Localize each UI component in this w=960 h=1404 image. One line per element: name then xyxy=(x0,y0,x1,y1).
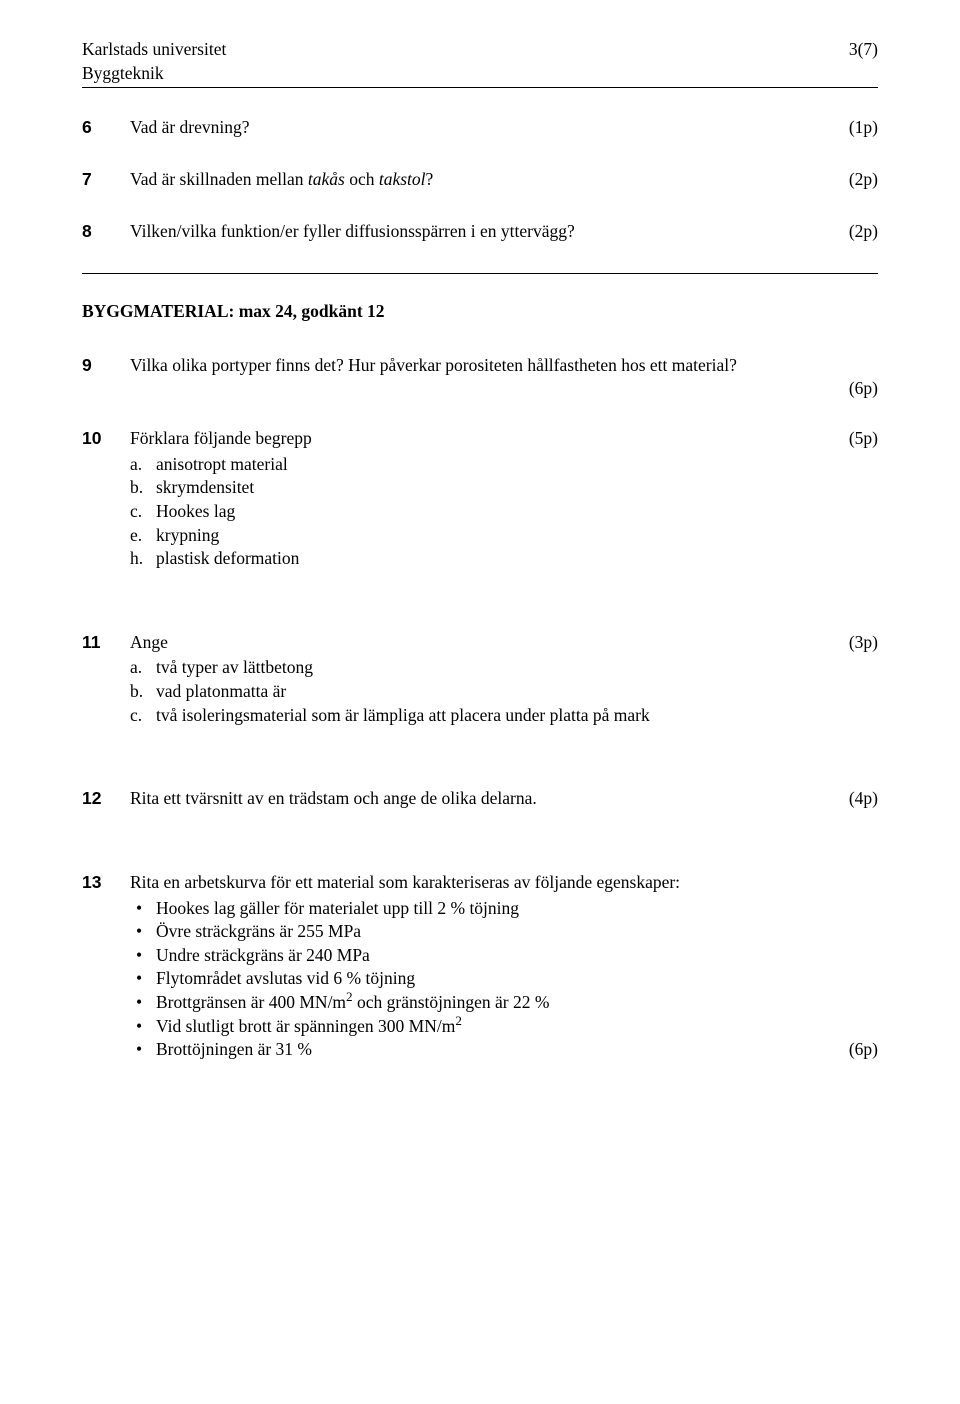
question-points: (5p) xyxy=(849,427,878,451)
question-text: Vilken/vilka funktion/er fyller diffusio… xyxy=(130,220,849,244)
list-item: b.skrymdensitet xyxy=(130,476,878,500)
list-item: •Vid slutligt brott är spänningen 300 MN… xyxy=(130,1015,878,1039)
item-text: skrymdensitet xyxy=(156,476,254,500)
list-item: •Hookes lag gäller för materialet upp ti… xyxy=(130,897,878,921)
question-points: (2p) xyxy=(849,220,878,244)
question-6: 6 Vad är drevning? (1p) xyxy=(82,116,878,140)
question-points: (1p) xyxy=(849,116,878,140)
question-7: 7 Vad är skillnaden mellan takås och tak… xyxy=(82,168,878,192)
header-left: Karlstads universitet Byggteknik xyxy=(82,38,226,85)
question-text: Vad är skillnaden mellan takås och takst… xyxy=(130,168,849,192)
page-indicator: 3(7) xyxy=(849,38,878,62)
question-number: 13 xyxy=(82,871,130,895)
question-number: 6 xyxy=(82,116,130,140)
item-text: krypning xyxy=(156,524,219,548)
item-letter: b. xyxy=(130,476,156,500)
list-item: • Brottöjningen är 31 % (6p) xyxy=(130,1038,878,1062)
header-divider xyxy=(82,87,878,88)
item-text: Brottgränsen är 400 MN/m2 och gränstöjni… xyxy=(156,991,549,1015)
bullet-icon: • xyxy=(130,1038,156,1062)
item-text: Brottöjningen är 31 % xyxy=(156,1038,312,1062)
list-item: a.två typer av lättbetong xyxy=(130,656,878,680)
item-letter: b. xyxy=(130,680,156,704)
item-text: Hookes lag gäller för materialet upp til… xyxy=(156,897,519,921)
item-text: Flytområdet avslutas vid 6 % töjning xyxy=(156,967,415,991)
list-item: h.plastisk deformation xyxy=(130,547,878,571)
item-letter: a. xyxy=(130,656,156,680)
question-number: 7 xyxy=(82,168,130,192)
question-points: (2p) xyxy=(849,168,878,192)
bullet-icon: • xyxy=(130,967,156,991)
question-10: 10 Förklara följande begrepp (5p) a.anis… xyxy=(82,427,878,571)
item-text: Vid slutligt brott är spänningen 300 MN/… xyxy=(156,1015,462,1039)
bullet-icon: • xyxy=(130,944,156,968)
list-item: •Övre sträckgräns är 255 MPa xyxy=(130,920,878,944)
item-letter: c. xyxy=(130,500,156,524)
question-number: 12 xyxy=(82,787,130,811)
section-heading: BYGGMATERIAL: max 24, godkänt 12 xyxy=(82,300,878,324)
item-text: Övre sträckgräns är 255 MPa xyxy=(156,920,361,944)
item-letter: c. xyxy=(130,704,156,728)
item-letter: e. xyxy=(130,524,156,548)
item-text: vad platonmatta är xyxy=(156,680,286,704)
question-13: 13 Rita en arbetskurva för ett material … xyxy=(82,871,878,1062)
question-lead: Ange xyxy=(130,631,849,655)
page-header: Karlstads universitet Byggteknik 3(7) xyxy=(82,38,878,85)
institution-name: Karlstads universitet xyxy=(82,38,226,62)
question-number: 10 xyxy=(82,427,130,451)
list-item: a.anisotropt material xyxy=(130,453,878,477)
question-lead: Rita en arbetskurva för ett material som… xyxy=(130,871,878,895)
item-text: Undre sträckgräns är 240 MPa xyxy=(156,944,370,968)
sub-list: a.anisotropt material b.skrymdensitet c.… xyxy=(130,453,878,571)
list-item: •Flytområdet avslutas vid 6 % töjning xyxy=(130,967,878,991)
list-item: e.krypning xyxy=(130,524,878,548)
list-item: c.två isoleringsmaterial som är lämpliga… xyxy=(130,704,878,728)
question-number: 8 xyxy=(82,220,130,244)
question-text: Vilka olika portyper finns det? Hur påve… xyxy=(130,354,878,378)
bullet-icon: • xyxy=(130,897,156,921)
question-points: (6p) xyxy=(130,377,878,401)
question-8: 8 Vilken/vilka funktion/er fyller diffus… xyxy=(82,220,878,244)
bullet-icon: • xyxy=(130,991,156,1015)
question-number: 11 xyxy=(82,631,130,655)
question-points: (4p) xyxy=(849,787,878,811)
text-fragment: ? xyxy=(426,169,434,189)
item-text: plastisk deformation xyxy=(156,547,299,571)
item-text: anisotropt material xyxy=(156,453,288,477)
text-fragment: Vad är skillnaden mellan xyxy=(130,169,308,189)
question-text: Rita ett tvärsnitt av en trädstam och an… xyxy=(130,787,849,811)
italic-term: takstol xyxy=(379,169,426,189)
item-text: Hookes lag xyxy=(156,500,235,524)
question-12: 12 Rita ett tvärsnitt av en trädstam och… xyxy=(82,787,878,811)
section-divider xyxy=(82,273,878,274)
list-item: •Brottgränsen är 400 MN/m2 och gränstöjn… xyxy=(130,991,878,1015)
question-11: 11 Ange (3p) a.två typer av lättbetong b… xyxy=(82,631,878,728)
list-item: b.vad platonmatta är xyxy=(130,680,878,704)
question-lead: Förklara följande begrepp xyxy=(130,427,849,451)
question-number: 9 xyxy=(82,354,130,378)
sub-list: a.två typer av lättbetong b.vad platonma… xyxy=(130,656,878,727)
item-letter: h. xyxy=(130,547,156,571)
list-item: c.Hookes lag xyxy=(130,500,878,524)
item-text: två typer av lättbetong xyxy=(156,656,313,680)
exam-page: Karlstads universitet Byggteknik 3(7) 6 … xyxy=(0,0,960,1404)
list-item: •Undre sträckgräns är 240 MPa xyxy=(130,944,878,968)
bullet-icon: • xyxy=(130,1015,156,1039)
bullet-list: •Hookes lag gäller för materialet upp ti… xyxy=(130,897,878,1062)
item-letter: a. xyxy=(130,453,156,477)
question-points: (6p) xyxy=(849,1038,878,1062)
bullet-icon: • xyxy=(130,920,156,944)
question-points: (3p) xyxy=(849,631,878,655)
department-name: Byggteknik xyxy=(82,62,226,86)
italic-term: takås xyxy=(308,169,345,189)
text-fragment: och xyxy=(345,169,379,189)
question-9: 9 Vilka olika portyper finns det? Hur på… xyxy=(82,354,878,401)
question-text: Vad är drevning? xyxy=(130,116,849,140)
item-text: två isoleringsmaterial som är lämpliga a… xyxy=(156,704,650,728)
